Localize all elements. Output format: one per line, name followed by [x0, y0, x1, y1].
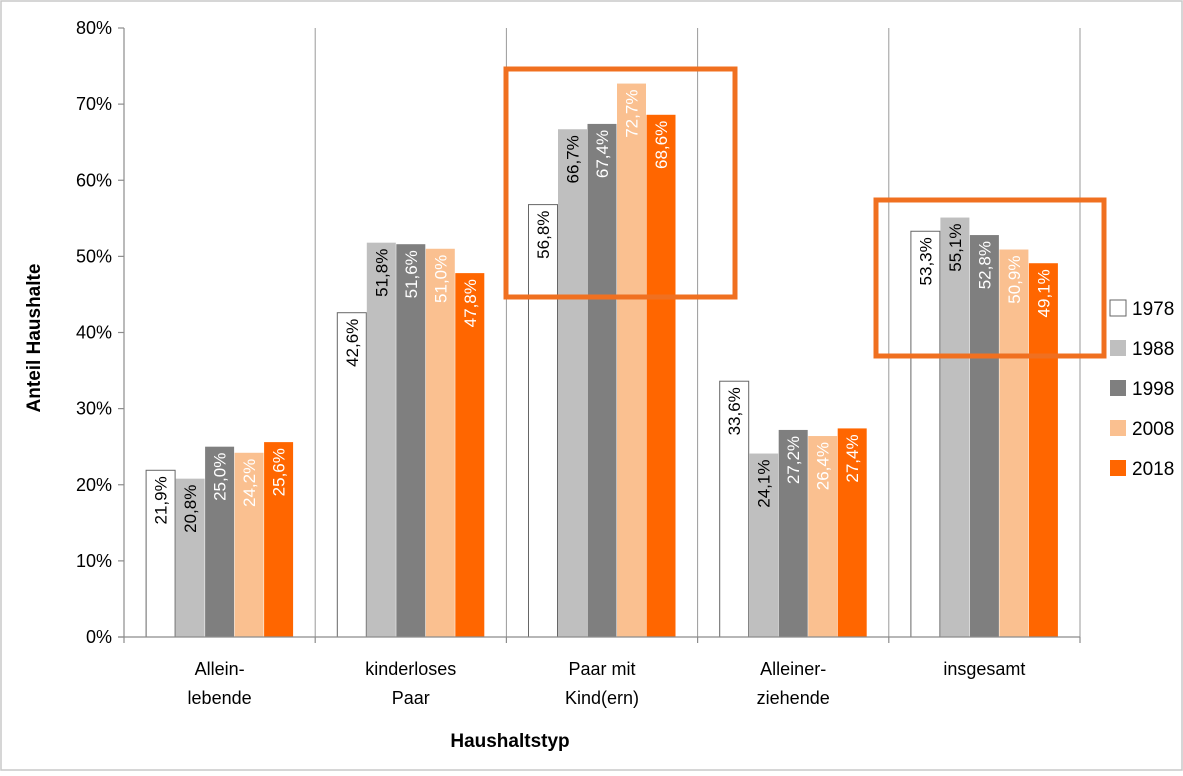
legend-swatch-1978: [1109, 299, 1127, 317]
x-tick-label: Paar: [392, 688, 430, 708]
data-label: 21,9%: [152, 476, 171, 524]
bar-1988: [175, 478, 205, 637]
data-label: 53,3%: [916, 237, 935, 285]
x-tick-label: insgesamt: [943, 659, 1025, 679]
legend-label: 1978: [1132, 299, 1174, 320]
data-label: 51,0%: [431, 255, 450, 303]
data-label: 66,7%: [564, 135, 583, 183]
bar-1998: [969, 235, 999, 637]
data-label: 51,6%: [402, 250, 421, 298]
bar-2018: [646, 114, 676, 638]
data-label: 25,0%: [211, 453, 230, 501]
y-tick-label: 70%: [76, 94, 112, 114]
x-tick-label: Kind(ern): [565, 688, 639, 708]
data-label: 49,1%: [1034, 269, 1053, 317]
y-tick-label: 80%: [76, 18, 112, 38]
bar-2008: [617, 83, 646, 638]
data-label: 25,6%: [270, 448, 289, 496]
legend-label: 2018: [1132, 459, 1174, 480]
x-axis-title: Haushaltstyp: [450, 731, 569, 752]
data-label: 56,8%: [534, 211, 553, 259]
y-tick-label: 20%: [76, 475, 112, 495]
data-label: 20,8%: [181, 485, 200, 533]
bar-1978: [910, 230, 941, 638]
legend: 1978 1988 1998 2008 2018: [1109, 299, 1174, 480]
y-tick-label: 30%: [76, 399, 112, 419]
bar-2008: [425, 248, 455, 637]
legend-label: 1988: [1132, 339, 1174, 360]
y-tick-label: 40%: [76, 323, 112, 343]
legend-label: 2008: [1132, 419, 1174, 440]
bar-1978: [336, 312, 367, 638]
bar-1978: [528, 204, 558, 638]
data-label: 50,9%: [1005, 256, 1024, 304]
data-label: 26,4%: [814, 442, 833, 490]
y-axis-title: Anteil Haushalte: [24, 264, 45, 413]
y-tick-label: 10%: [76, 551, 112, 571]
bar-1998: [778, 429, 808, 637]
bar-1988: [749, 453, 779, 637]
data-label: 27,2%: [784, 436, 803, 484]
x-tick-label: Alleiner-: [760, 659, 826, 679]
y-tick-label: 60%: [76, 170, 112, 190]
y-tick-label: 0%: [86, 627, 112, 647]
axes: 0% 10% 20% 30% 40% 50% 60% 70% 80% Allein-lebende…: [76, 18, 1081, 708]
legend-swatch-1988: [1110, 340, 1126, 356]
highlight-box: [873, 197, 1107, 359]
x-tick-label: kinderloses: [365, 659, 456, 679]
data-label: 72,7%: [623, 90, 642, 138]
legend-swatch-2018: [1110, 460, 1126, 476]
bar-1978: [719, 380, 750, 638]
legend-swatch-1998: [1110, 380, 1126, 396]
bar-1988: [558, 129, 587, 637]
bar-1998: [587, 123, 617, 638]
highlight-box: [503, 66, 738, 300]
data-labels: 21,9% 20,8% 25,0% 24,2% 25,6% 42,6% 51,8% 51,6%…: [152, 90, 1054, 533]
legend-label: 1998: [1132, 379, 1174, 400]
x-tick-label: ziehende: [757, 688, 830, 708]
data-label: 47,8%: [461, 279, 480, 327]
bar-2008: [808, 436, 838, 637]
bar-1988: [940, 217, 970, 637]
bar-2008: [234, 452, 264, 637]
x-tick-label: lebende: [188, 688, 252, 708]
data-label: 67,4%: [593, 130, 612, 178]
bar-1978: [145, 469, 176, 638]
bar-2018: [264, 442, 294, 637]
data-label: 68,6%: [652, 121, 671, 169]
bar-2008: [999, 249, 1029, 637]
highlight-boxes: [503, 66, 1107, 359]
data-label: 24,1%: [755, 460, 774, 508]
legend-swatch-2008: [1110, 420, 1126, 436]
data-label: 51,8%: [372, 249, 391, 297]
data-label: 55,1%: [946, 224, 965, 272]
bar-2018: [1028, 263, 1058, 637]
bars: [145, 83, 1058, 638]
x-tick-label: Paar mit: [568, 659, 635, 679]
bar-1998: [396, 244, 426, 637]
data-label: 27,4%: [843, 434, 862, 482]
data-label: 33,6%: [725, 387, 744, 435]
bar-1988: [366, 242, 396, 638]
y-tick-label: 50%: [76, 246, 112, 266]
data-label: 42,6%: [343, 319, 362, 367]
bar-2018: [455, 273, 485, 637]
data-label: 24,2%: [240, 459, 259, 507]
x-tick-label: Allein-: [195, 659, 245, 679]
bar-2018: [837, 428, 867, 637]
data-label: 52,8%: [975, 241, 994, 289]
bar-1998: [205, 446, 235, 637]
